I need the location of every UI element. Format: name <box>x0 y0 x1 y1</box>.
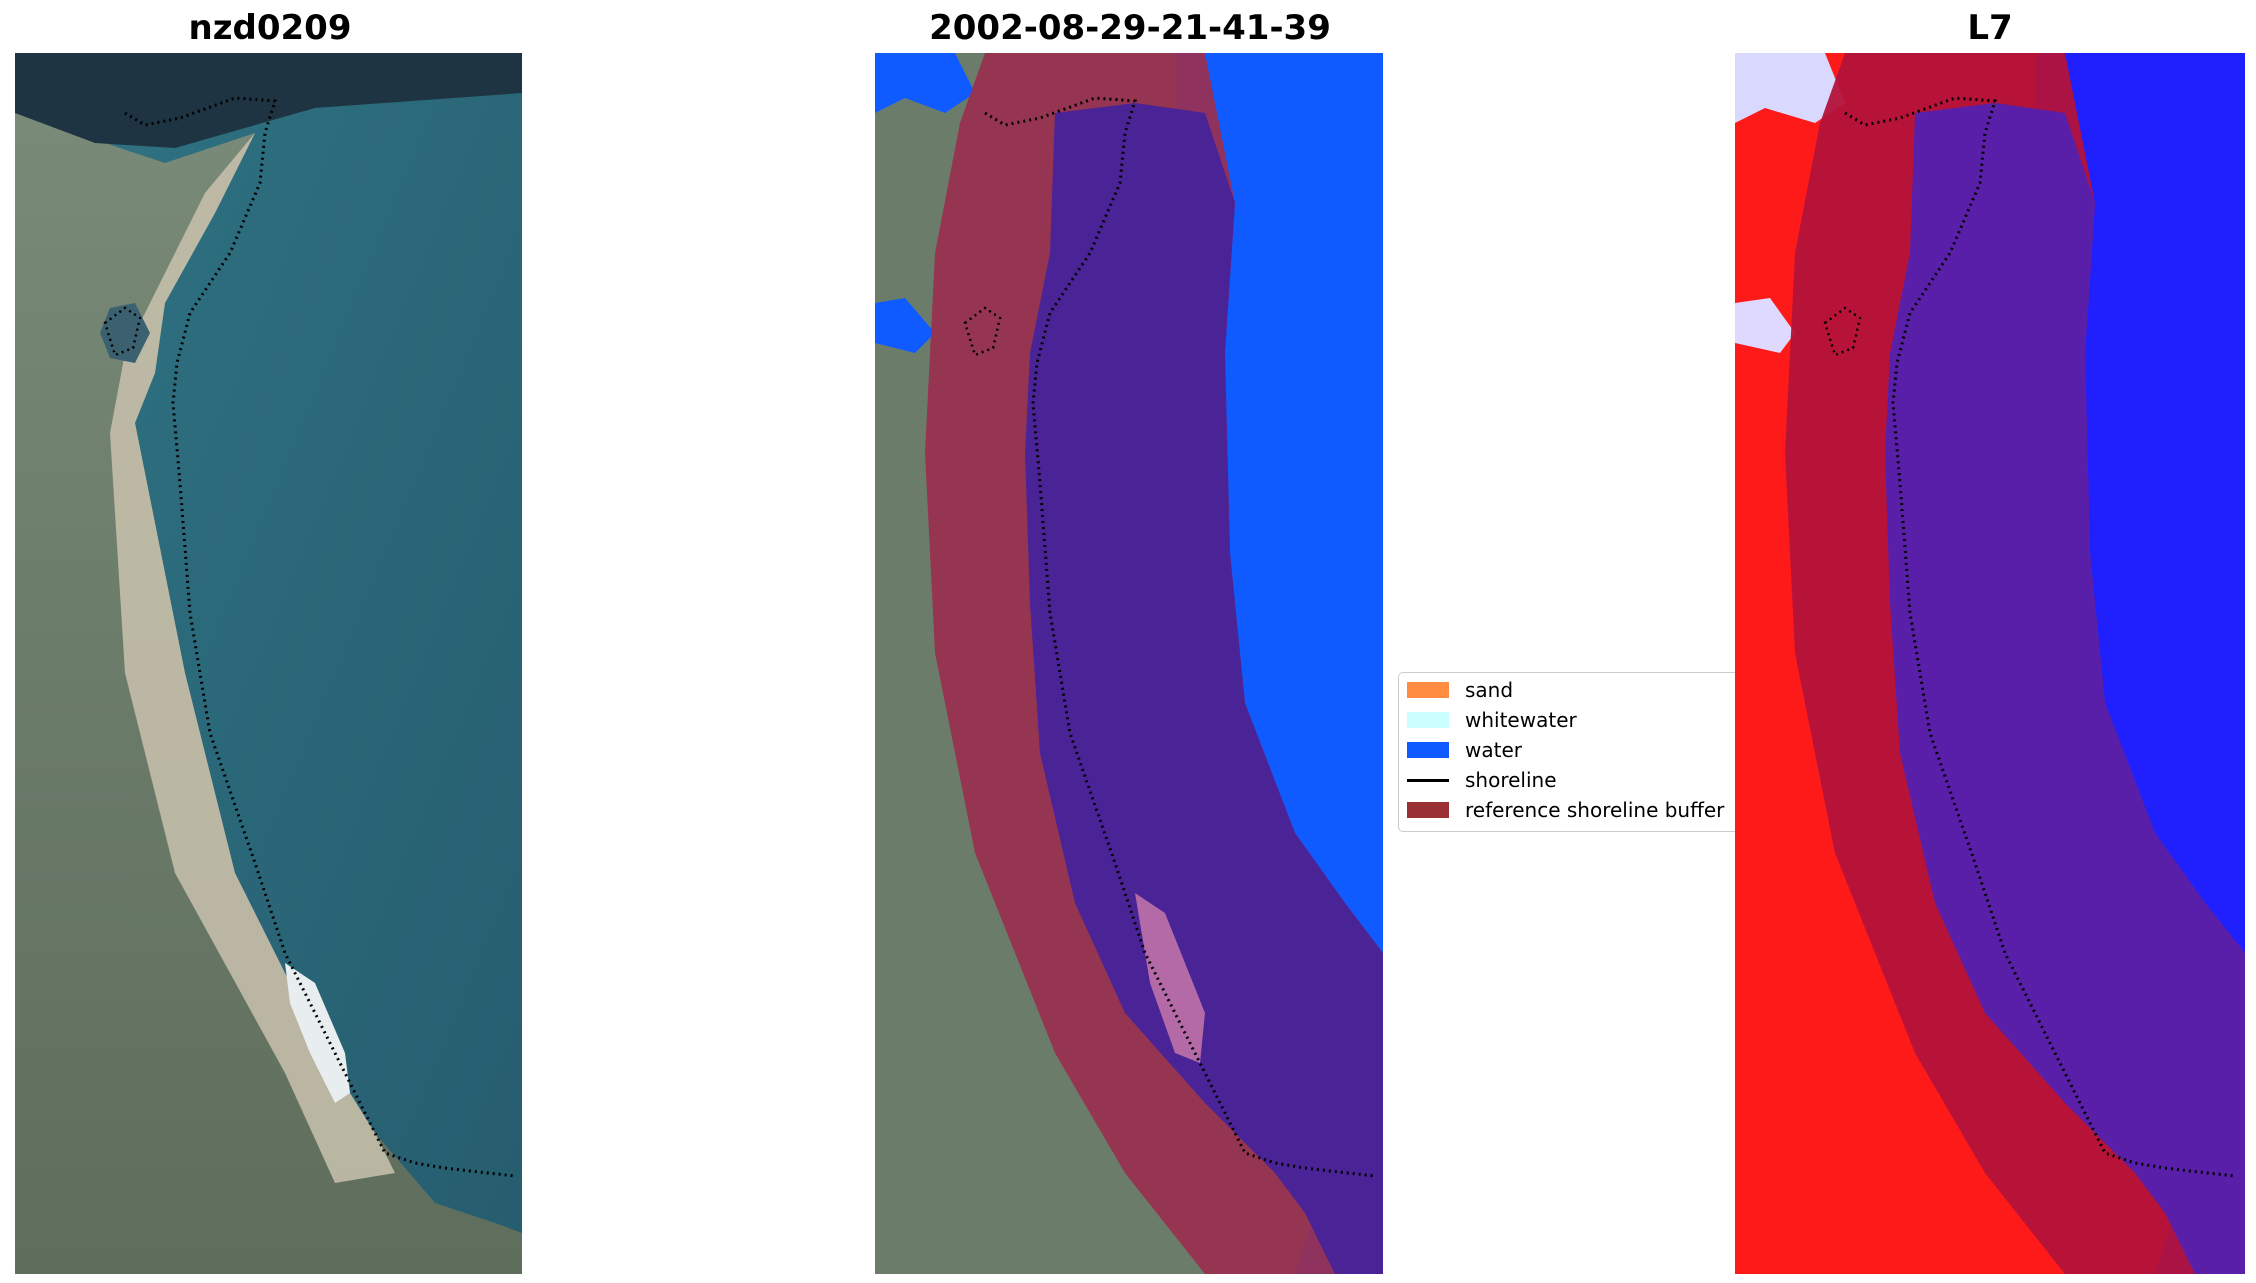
rgb-image-panel <box>15 53 522 1274</box>
sand-swatch-icon <box>1407 682 1449 698</box>
legend-label-shoreline: shoreline <box>1465 768 1557 792</box>
shoreline-line-icon <box>1407 778 1449 782</box>
legend-label-water: water <box>1465 738 1522 762</box>
classification-image <box>875 53 1383 1274</box>
panel-title-index: L7 <box>1967 8 2013 48</box>
index-panel <box>1735 53 2245 1274</box>
panel-title-satellite: nzd0209 <box>188 8 352 48</box>
classification-panel <box>875 53 1383 1274</box>
legend-item-whitewater: whitewater <box>1407 705 1577 735</box>
legend-label-sand: sand <box>1465 678 1514 702</box>
shoreline-classification <box>984 96 1376 1178</box>
whitewater-swatch-icon <box>1407 712 1449 728</box>
buffer-swatch-icon <box>1407 802 1449 818</box>
legend-item-buffer: reference shoreline buffer <box>1407 795 1724 825</box>
legend: sand whitewater water shoreline referenc… <box>1398 672 1743 832</box>
water-swatch-icon <box>1407 742 1449 758</box>
index-image <box>1735 53 2245 1274</box>
legend-label-buffer: reference shoreline buffer <box>1465 798 1725 822</box>
legend-item-sand: sand <box>1407 675 1513 705</box>
shoreline-rgb <box>124 96 516 1178</box>
rgb-image <box>15 53 522 1274</box>
panel-title-classification: 2002-08-29-21-41-39 <box>929 8 1331 48</box>
legend-label-whitewater: whitewater <box>1465 708 1577 732</box>
shoreline-index <box>1844 96 2236 1178</box>
legend-item-water: water <box>1407 735 1522 765</box>
legend-item-shoreline: shoreline <box>1407 765 1557 795</box>
